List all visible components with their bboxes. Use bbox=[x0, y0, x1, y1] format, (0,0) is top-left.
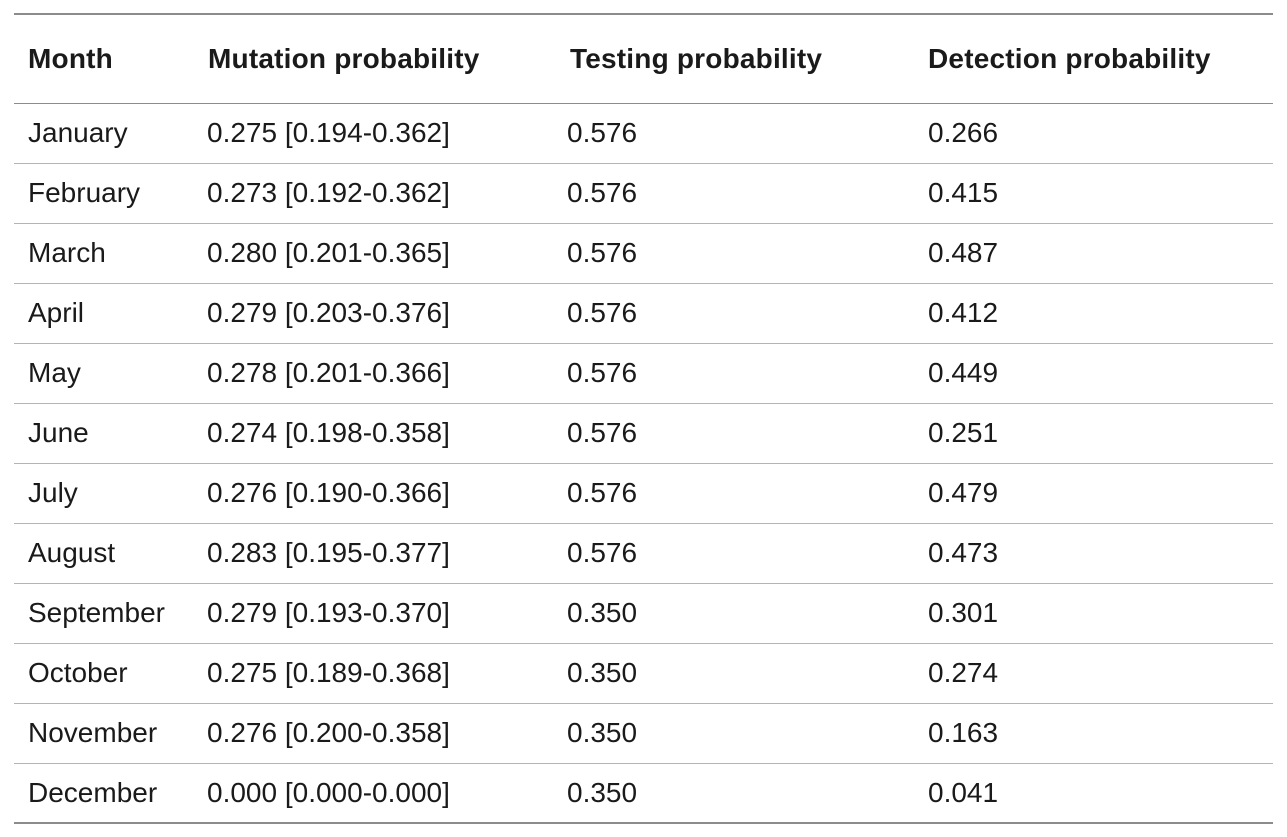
cell-detection: 0.479 bbox=[928, 477, 999, 508]
table-row: May 0.278 [0.201-0.366] 0.576 0.449 bbox=[14, 343, 1273, 403]
cell-month: January bbox=[28, 117, 128, 148]
cell-testing: 0.576 bbox=[567, 117, 638, 148]
cell-mutation: 0.279 [0.193-0.370] bbox=[207, 597, 450, 628]
cell-detection: 0.163 bbox=[928, 717, 999, 748]
cell-testing: 0.576 bbox=[567, 417, 638, 448]
table-row: December 0.000 [0.000-0.000] 0.350 0.041 bbox=[14, 763, 1273, 823]
cell-detection: 0.415 bbox=[928, 177, 999, 208]
header-row: Month Mutation probability Testing proba… bbox=[14, 14, 1273, 103]
cell-mutation: 0.278 [0.201-0.366] bbox=[207, 357, 450, 388]
table-row: November 0.276 [0.200-0.358] 0.350 0.163 bbox=[14, 703, 1273, 763]
cell-detection: 0.041 bbox=[928, 776, 999, 808]
cell-month: February bbox=[28, 177, 141, 208]
cell-detection: 0.412 bbox=[928, 297, 999, 328]
cell-month: November bbox=[28, 717, 158, 748]
cell-month: May bbox=[28, 357, 81, 388]
cell-mutation: 0.283 [0.195-0.377] bbox=[207, 537, 450, 568]
cell-testing: 0.350 bbox=[567, 717, 638, 748]
cell-mutation: 0.275 [0.189-0.368] bbox=[207, 657, 450, 688]
header-mutation-probability: Mutation probability bbox=[208, 42, 480, 74]
cell-detection: 0.266 bbox=[928, 117, 999, 148]
cell-testing: 0.350 bbox=[567, 597, 638, 628]
cell-testing: 0.350 bbox=[567, 776, 638, 808]
table-row: March 0.280 [0.201-0.365] 0.576 0.487 bbox=[14, 223, 1273, 283]
table-row: September 0.279 [0.193-0.370] 0.350 0.30… bbox=[14, 583, 1273, 643]
cell-detection: 0.473 bbox=[928, 537, 999, 568]
header-detection-probability: Detection probability bbox=[928, 42, 1211, 74]
cell-detection: 0.487 bbox=[928, 237, 999, 268]
table-row: October 0.275 [0.189-0.368] 0.350 0.274 bbox=[14, 643, 1273, 703]
table-row: June 0.274 [0.198-0.358] 0.576 0.251 bbox=[14, 403, 1273, 463]
cell-mutation: 0.280 [0.201-0.365] bbox=[207, 237, 450, 268]
cell-month: July bbox=[28, 477, 78, 508]
probability-table: Month Mutation probability Testing proba… bbox=[14, 13, 1273, 824]
cell-testing: 0.576 bbox=[567, 237, 638, 268]
header-month: Month bbox=[28, 42, 113, 74]
cell-month: October bbox=[28, 657, 128, 688]
header-testing-probability: Testing probability bbox=[570, 42, 823, 74]
cell-mutation: 0.276 [0.190-0.366] bbox=[207, 477, 450, 508]
cell-month: April bbox=[28, 297, 85, 328]
cell-testing: 0.576 bbox=[567, 477, 638, 508]
table-row: July 0.276 [0.190-0.366] 0.576 0.479 bbox=[14, 463, 1273, 523]
cell-detection: 0.251 bbox=[928, 417, 999, 448]
cell-mutation: 0.274 [0.198-0.358] bbox=[207, 417, 450, 448]
cell-detection: 0.449 bbox=[928, 357, 999, 388]
cell-mutation: 0.000 [0.000-0.000] bbox=[207, 776, 450, 808]
cell-month: March bbox=[28, 237, 106, 268]
cell-mutation: 0.276 [0.200-0.358] bbox=[207, 717, 450, 748]
cell-month: December bbox=[28, 776, 158, 808]
cell-testing: 0.576 bbox=[567, 297, 638, 328]
cell-mutation: 0.275 [0.194-0.362] bbox=[207, 117, 450, 148]
table-row: January 0.275 [0.194-0.362] 0.576 0.266 bbox=[14, 103, 1273, 163]
table-body: January 0.275 [0.194-0.362] 0.576 0.266 … bbox=[14, 103, 1273, 823]
table-row: April 0.279 [0.203-0.376] 0.576 0.412 bbox=[14, 283, 1273, 343]
table-header: Month Mutation probability Testing proba… bbox=[14, 14, 1273, 103]
cell-month: August bbox=[28, 537, 116, 568]
cell-detection: 0.274 bbox=[928, 657, 999, 688]
cell-month: June bbox=[28, 417, 89, 448]
cell-testing: 0.576 bbox=[567, 177, 638, 208]
cell-detection: 0.301 bbox=[928, 597, 999, 628]
cell-month: September bbox=[28, 597, 165, 628]
cell-mutation: 0.273 [0.192-0.362] bbox=[207, 177, 450, 208]
cell-testing: 0.350 bbox=[567, 657, 638, 688]
probability-table-container: Month Mutation probability Testing proba… bbox=[14, 13, 1273, 824]
table-row: August 0.283 [0.195-0.377] 0.576 0.473 bbox=[14, 523, 1273, 583]
cell-mutation: 0.279 [0.203-0.376] bbox=[207, 297, 450, 328]
table-row: February 0.273 [0.192-0.362] 0.576 0.415 bbox=[14, 163, 1273, 223]
cell-testing: 0.576 bbox=[567, 537, 638, 568]
cell-testing: 0.576 bbox=[567, 357, 638, 388]
